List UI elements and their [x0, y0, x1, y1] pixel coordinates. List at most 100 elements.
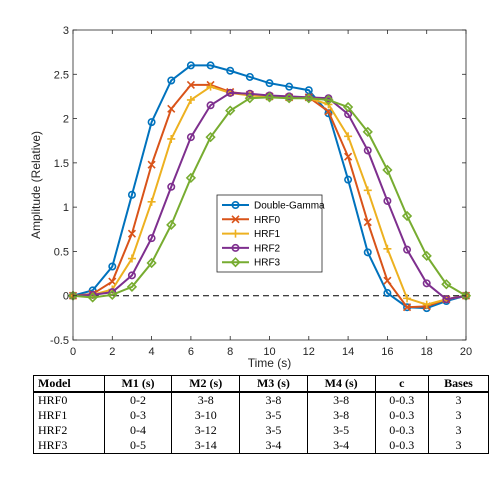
data-point — [108, 262, 117, 271]
legend-label: HRF1 — [254, 229, 281, 240]
data-point — [185, 172, 197, 184]
table-header-cell: Bases — [427, 375, 490, 393]
x-tick-label: 10 — [263, 346, 275, 358]
table-cell: HRF3 — [33, 438, 105, 454]
legend-entry: HRF2 — [222, 243, 281, 254]
table-cell: HRF0 — [33, 392, 105, 408]
y-tick-label: 2 — [63, 114, 69, 126]
data-point — [402, 303, 412, 312]
data-point — [383, 289, 392, 298]
data-point — [344, 132, 353, 141]
x-axis-label: Time (s) — [248, 356, 292, 370]
data-point — [421, 250, 432, 261]
data-point — [167, 76, 176, 85]
table-cell: HRF2 — [33, 423, 105, 438]
x-tick-label: 2 — [109, 346, 115, 358]
data-point — [147, 197, 156, 206]
table-cell: 3 — [427, 408, 490, 423]
data-point — [231, 229, 240, 238]
data-point — [186, 95, 195, 104]
data-point — [383, 196, 392, 205]
data-point — [206, 61, 215, 70]
legend-entry: HRF0 — [222, 215, 281, 226]
legend-label: HRF0 — [254, 215, 281, 226]
series-hrf3 — [67, 92, 472, 303]
legend-entry: HRF3 — [222, 257, 281, 269]
table-cell: 3-14 — [171, 438, 241, 454]
hrf-chart: 0 2 4 6 8 10 12 14 16 18 20-0.500.511.522.53 Time … — [29, 25, 472, 370]
table-header-row: Model M1 (s) M2 (s) M3 (s) M4 (s) c Bases — [33, 375, 490, 393]
legend-entry: HRF1 — [222, 229, 281, 240]
table-cell: 3-5 — [239, 423, 308, 438]
table-cell: 0-4 — [103, 423, 173, 438]
data-point — [186, 80, 195, 89]
data-point — [265, 79, 274, 88]
table-header-cell: M3 (s) — [239, 375, 308, 393]
data-point — [107, 289, 118, 300]
legend: Double-Gamma HRF0 HRF1 HRF2 HRF3 — [216, 194, 325, 273]
data-point — [127, 229, 137, 238]
table-cell: HRF1 — [33, 408, 105, 423]
table-cell: 3-4 — [306, 438, 376, 454]
y-tick-label: 0.5 — [54, 246, 69, 258]
data-point — [205, 132, 216, 143]
table-cell: 3 — [427, 423, 490, 438]
parameter-table: Model M1 (s) M2 (s) M3 (s) M4 (s) c Bases HRF0… — [33, 375, 490, 454]
plot-area — [73, 30, 466, 340]
data-point — [147, 118, 156, 127]
data-point — [186, 61, 195, 70]
data-point — [363, 186, 372, 195]
data-point — [303, 93, 314, 104]
table-cell: 3-5 — [239, 408, 308, 423]
table-cell: 0-0.3 — [374, 438, 429, 454]
data-point — [362, 126, 373, 137]
data-point — [231, 201, 240, 210]
data-point — [127, 190, 136, 199]
data-point — [87, 292, 98, 303]
legend-label: HRF3 — [254, 258, 281, 269]
x-tick-label: 18 — [421, 346, 433, 358]
y-tick-label: 3 — [63, 25, 69, 37]
data-point — [127, 254, 136, 263]
x-tick-label: 14 — [342, 346, 354, 358]
data-point — [244, 93, 255, 104]
table-cell: 3-4 — [239, 438, 308, 454]
data-point — [403, 245, 412, 254]
data-point — [245, 89, 254, 98]
data-point — [383, 276, 392, 285]
y-tick-label: 1.5 — [54, 158, 69, 170]
data-point — [127, 271, 136, 280]
data-point — [167, 134, 176, 143]
x-tick-label: 6 — [188, 346, 194, 358]
table-header-cell: M4 (s) — [306, 375, 376, 393]
data-point — [441, 279, 452, 290]
data-point — [323, 94, 334, 106]
data-point — [167, 104, 176, 113]
data-point — [342, 101, 354, 113]
data-point — [285, 82, 294, 91]
table-cell: 3 — [427, 438, 490, 454]
data-point — [231, 215, 240, 224]
data-point — [264, 92, 275, 103]
table-header-cell: Model — [33, 375, 105, 393]
table-cell: 0-2 — [103, 392, 173, 408]
table-header-cell: c — [374, 375, 429, 393]
legend-entry: Double-Gamma — [222, 201, 325, 212]
table-header-cell: M1 (s) — [103, 375, 173, 393]
data-point — [226, 66, 235, 75]
table-row: HRF0 0-2 3-8 3-8 3-8 0-0.3 3 — [33, 392, 490, 408]
table-cell: 3-10 — [171, 408, 241, 423]
data-point — [230, 257, 241, 268]
data-point — [383, 244, 392, 253]
x-tick-label: 4 — [149, 346, 155, 358]
data-point — [442, 295, 451, 304]
data-point — [146, 257, 157, 269]
data-point — [382, 164, 393, 176]
table-cell: 3-8 — [239, 392, 308, 408]
series-line — [72, 91, 467, 301]
data-point — [147, 160, 156, 169]
table-header-cell: M2 (s) — [171, 375, 241, 393]
data-point — [363, 248, 372, 257]
y-tick-label: -0.5 — [50, 335, 69, 347]
table-cell: 0-3 — [103, 408, 173, 423]
